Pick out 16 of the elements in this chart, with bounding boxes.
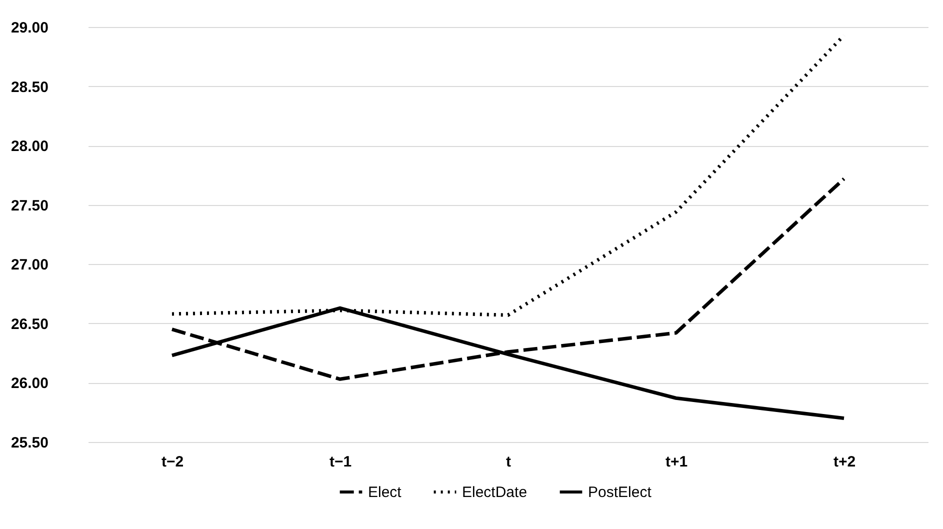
x-tick-label: t−2 [161, 454, 184, 470]
y-tick-label: 28.00 [10, 138, 48, 156]
y-tick-label: 27.00 [10, 256, 48, 274]
y-tick-label: 29.00 [10, 20, 48, 36]
y-tick-label: 26.00 [10, 375, 48, 392]
x-tick-label: t+1 [665, 454, 688, 470]
y-tick-label: 28.50 [10, 78, 48, 96]
legend-label: ElectDate [462, 484, 528, 501]
legend-label: PostElect [588, 484, 652, 501]
x-tick-label: t−1 [329, 454, 352, 470]
y-tick-label: 26.50 [10, 316, 48, 333]
y-tick-label: 25.50 [10, 434, 48, 452]
legend-label: Elect [368, 484, 402, 501]
x-tick-label: t [506, 454, 511, 470]
y-tick-label: 27.50 [10, 197, 48, 214]
x-tick-label: t+2 [833, 454, 856, 470]
